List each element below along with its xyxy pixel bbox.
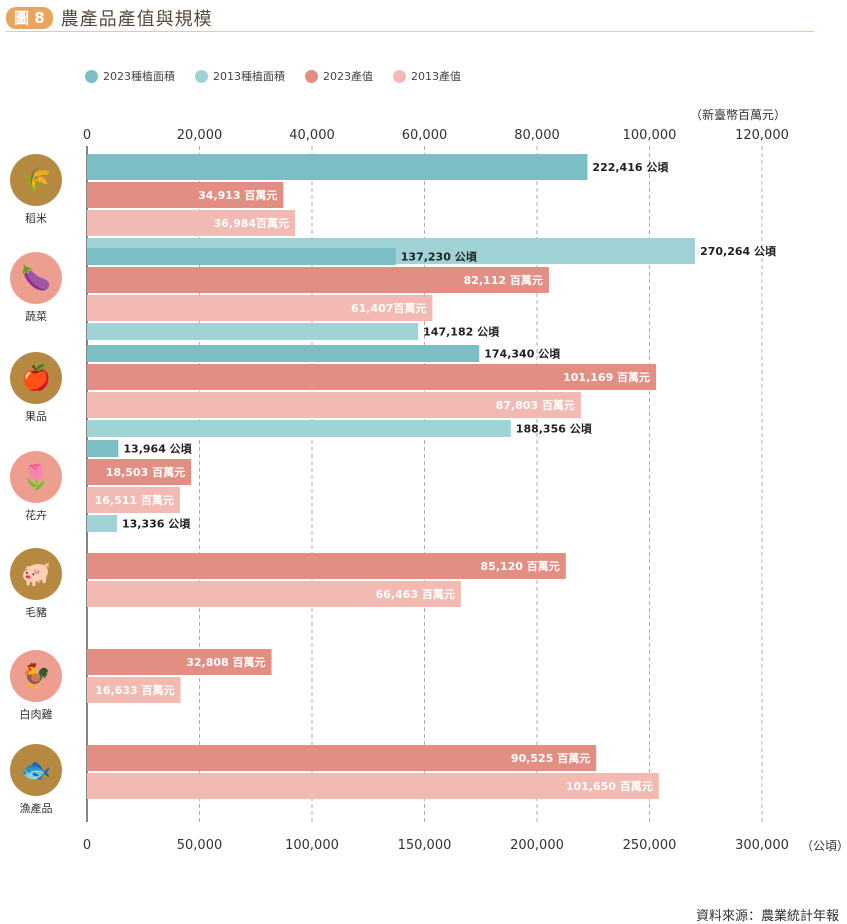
bottom-axis-unit: （公頃） [801, 839, 847, 853]
tulip-icon: 🌷 [10, 451, 62, 503]
bar-data-label: 18,503 百萬元 [106, 465, 185, 479]
bar [87, 392, 581, 418]
bar-data-label: 137,230 公頃 [401, 250, 478, 264]
legend-item-2013-area: 2013種植面積 [195, 68, 285, 84]
category-label: 果品 [25, 410, 47, 423]
bar [87, 459, 192, 485]
bar-data-label: 16,633 百萬元 [95, 683, 174, 697]
bar-data-label: 61,407百萬元 [351, 301, 426, 315]
bar-data-label: 32,808 百萬元 [186, 655, 265, 669]
title-divider [6, 31, 814, 32]
top-tick-label: 0 [83, 128, 91, 143]
figure-badge: 圖 8 [6, 7, 53, 29]
chart-title: 農產品產值與規模 [60, 9, 213, 30]
bottom-tick-label: 150,000 [398, 838, 452, 853]
bar [87, 553, 566, 579]
legend-swatch [195, 69, 208, 83]
top-tick-label: 20,000 [177, 128, 223, 143]
bar-data-label: 147,182 公頃 [423, 325, 500, 339]
figure-header: 圖 8 農產品產值與規模 [6, 5, 213, 31]
bar [87, 515, 118, 532]
bar-data-label: 222,416 公頃 [592, 160, 669, 174]
bar [87, 295, 433, 321]
bar [87, 649, 272, 675]
bottom-tick-label: 0 [83, 838, 91, 853]
category-label: 毛豬 [25, 606, 47, 619]
bar-data-label: 16,511 百萬元 [95, 493, 174, 507]
bar [87, 210, 296, 236]
bar [87, 248, 396, 265]
legend-item-2023-area: 2023種植面積 [85, 68, 175, 84]
bottom-tick-label: 300,000 [735, 838, 789, 853]
bar-data-label: 36,984百萬元 [214, 216, 289, 230]
bar-data-label: 270,264 公頃 [700, 244, 777, 258]
eggplant-icon: 🍆 [10, 252, 62, 304]
top-tick-label: 80,000 [514, 128, 560, 143]
legend-swatch [305, 69, 318, 83]
top-tick-label: 120,000 [735, 128, 789, 143]
bar-data-label: 34,913 百萬元 [198, 188, 277, 202]
bottom-tick-label: 250,000 [623, 838, 677, 853]
bar [87, 267, 549, 293]
category-label: 白肉雞 [19, 708, 53, 721]
bar-data-label: 101,650 百萬元 [566, 779, 653, 793]
legend-swatch [393, 69, 406, 83]
bar-data-label: 87,803 百萬元 [496, 398, 575, 412]
bottom-tick-label: 50,000 [177, 838, 223, 853]
apple-icon: 🍎 [10, 352, 62, 404]
bar-data-label: 174,340 公頃 [484, 347, 561, 361]
category-label: 蔬菜 [25, 310, 47, 323]
top-axis-unit: （新臺幣百萬元） [690, 108, 787, 122]
bar-data-label: 66,463 百萬元 [376, 587, 455, 601]
legend-label: 2013種植面積 [213, 70, 285, 83]
bar-data-label: 13,964 公頃 [123, 442, 192, 456]
bar [87, 773, 659, 799]
category-label: 稻米 [25, 212, 47, 225]
category-label: 漁產品 [19, 802, 53, 815]
bar [87, 182, 284, 208]
bar [87, 745, 597, 771]
bar [87, 581, 461, 607]
legend-item-2013-value: 2013產值 [393, 68, 461, 84]
category-label: 花卉 [25, 509, 47, 522]
bar [87, 323, 419, 340]
bottom-tick-label: 200,000 [510, 838, 564, 853]
rice-icon: 🌾 [10, 154, 62, 206]
bar [87, 154, 588, 180]
bar-data-label: 85,120 百萬元 [481, 559, 560, 573]
legend-swatch [85, 69, 98, 83]
top-tick-label: 40,000 [289, 128, 335, 143]
bottom-tick-label: 100,000 [285, 838, 339, 853]
bar-data-label: 188,356 公頃 [516, 422, 593, 436]
top-tick-label: 100,000 [623, 128, 677, 143]
pig-icon: 🐖 [10, 548, 62, 600]
bar [87, 440, 119, 457]
bar [87, 677, 181, 703]
top-tick-label: 60,000 [402, 128, 448, 143]
legend-label: 2013產值 [411, 70, 461, 83]
legend-label: 2023種植面積 [103, 70, 175, 83]
bar-data-label: 90,525 百萬元 [511, 751, 590, 765]
bar [87, 364, 657, 390]
bar [87, 345, 480, 362]
legend: 2023種植面積 2013種植面積 2023產值 2013產值 [85, 68, 461, 84]
fish-icon: 🐟 [10, 744, 62, 796]
source-note: 資料來源：農業統計年報 [695, 909, 839, 924]
legend-item-2023-value: 2023產值 [305, 68, 373, 84]
bar-data-label: 101,169 百萬元 [563, 370, 650, 384]
bar-data-label: 13,336 公頃 [122, 517, 191, 531]
bar [87, 420, 511, 437]
legend-label: 2023產值 [323, 70, 373, 83]
bar-data-label: 82,112 百萬元 [464, 273, 543, 287]
bar [87, 487, 180, 513]
chicken-icon: 🐓 [10, 650, 62, 702]
